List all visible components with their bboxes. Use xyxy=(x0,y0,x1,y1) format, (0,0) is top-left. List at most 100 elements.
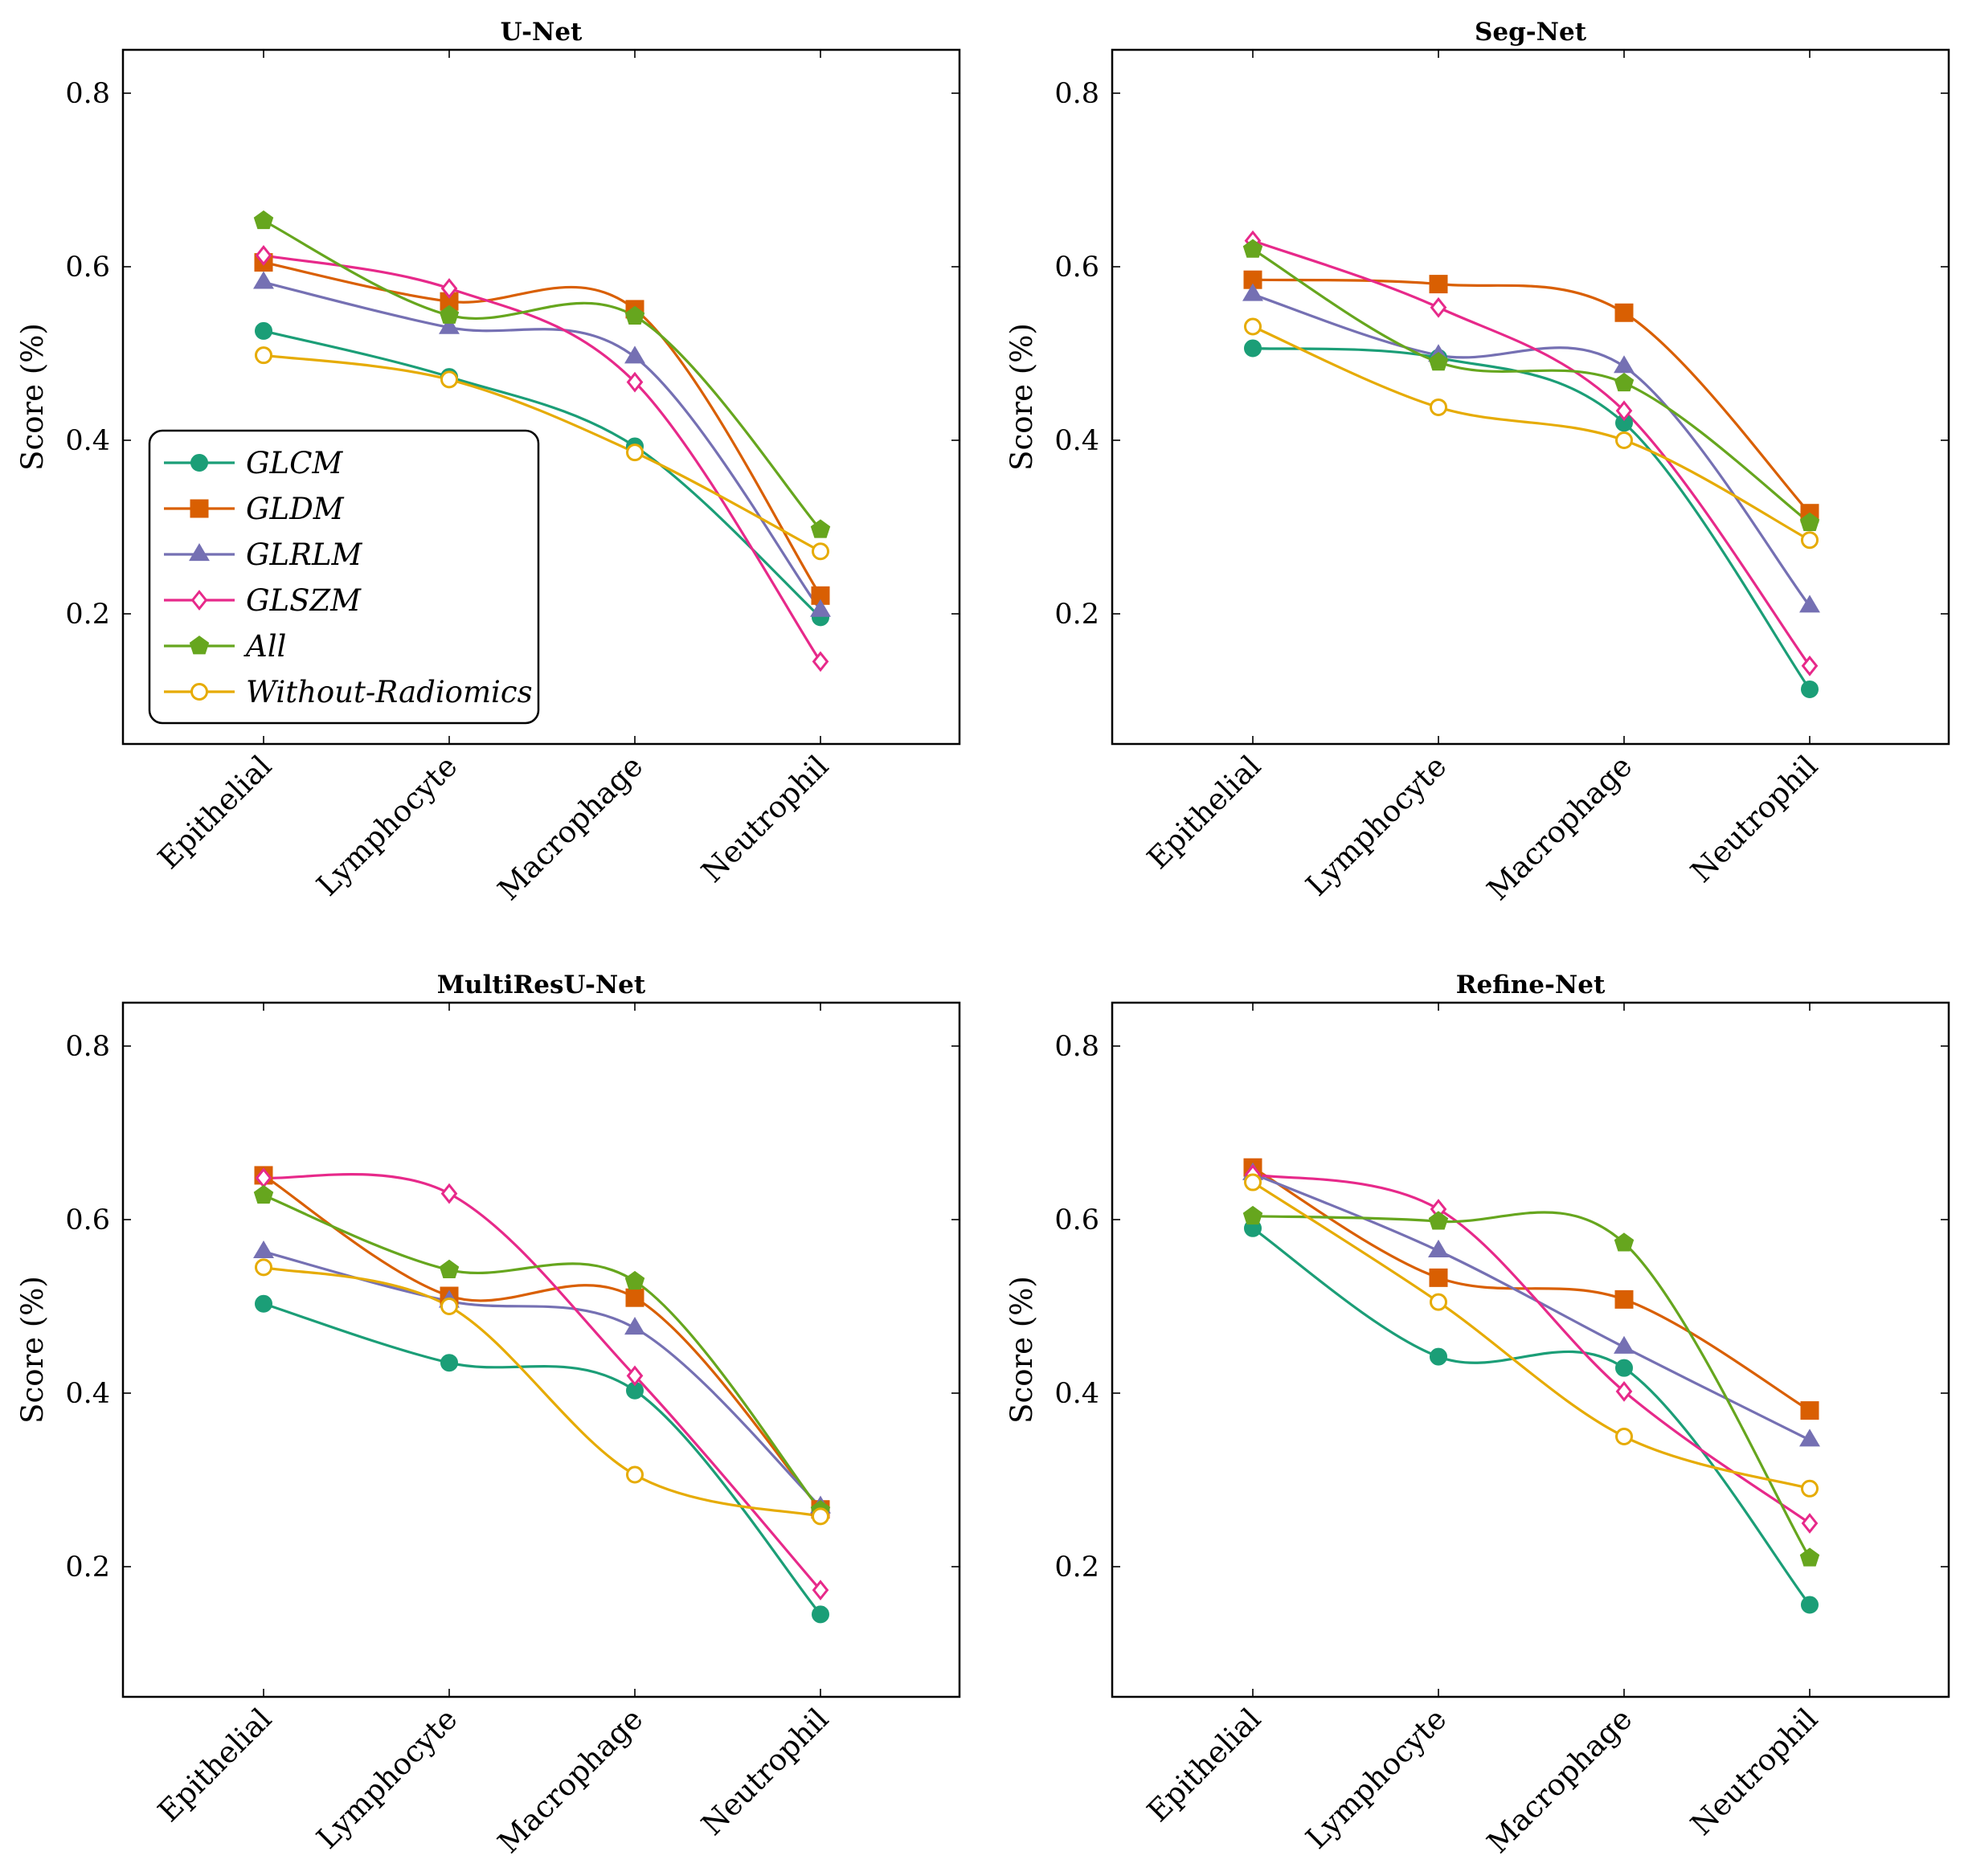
point-glcm-epithelial xyxy=(255,1294,272,1313)
y-tick-label: 0.4 xyxy=(1054,425,1099,457)
y-tick-label: 0.4 xyxy=(65,425,110,457)
panel-refine-net: Refine-Net 0.2 0.4 0.6 0.8 Epithelial Lymphocy… xyxy=(1005,971,1950,1860)
x-category-label-epithelial: Epithelial xyxy=(1140,749,1267,876)
series-line-all xyxy=(1252,1211,1811,1559)
legend-label-gldm: GLDM xyxy=(246,492,345,526)
series-line-all xyxy=(263,1194,822,1511)
point-glrlm-epithelial xyxy=(1242,283,1263,301)
series-line-glcm xyxy=(263,1302,822,1616)
series-line-glszm xyxy=(1252,1173,1811,1525)
point-all-neutrophil xyxy=(810,519,831,538)
point-glrlm-macrophage xyxy=(624,345,645,364)
point-without-radiomics-macrophage xyxy=(626,443,644,462)
y-tick-label: 0.2 xyxy=(65,1551,110,1584)
panel-seg-net: Seg-Net 0.2 0.4 0.6 0.8 Epithelial Lymphocyte M… xyxy=(1005,18,1950,907)
point-all-macrophage xyxy=(624,305,645,325)
y-axis-label: Score (%) xyxy=(1005,1276,1039,1424)
legend-marker-all xyxy=(189,636,210,655)
legend-marker-glrlm xyxy=(189,543,210,562)
series-line-gldm xyxy=(263,1174,822,1510)
legend-marker-gldm xyxy=(190,499,209,518)
point-gldm-lymphocyte xyxy=(1429,1268,1448,1287)
point-without-radiomics-epithelial xyxy=(1244,1173,1262,1191)
point-glcm-neutrophil xyxy=(812,1605,829,1624)
y-tick-label: 0.4 xyxy=(65,1378,110,1410)
y-tick-label: 0.6 xyxy=(1054,251,1099,284)
point-gldm-macrophage xyxy=(1614,303,1634,322)
plot-area-frame xyxy=(121,48,961,746)
point-glszm-neutrophil xyxy=(1801,1513,1819,1534)
point-glrlm-epithelial xyxy=(253,271,274,289)
series-line-glszm xyxy=(263,254,822,663)
point-glrlm-neutrophil xyxy=(810,599,831,617)
point-without-radiomics-lymphocyte xyxy=(1430,1293,1447,1311)
point-without-radiomics-neutrophil xyxy=(812,1507,829,1526)
point-all-epithelial xyxy=(253,210,274,230)
series-line-without-radiomics xyxy=(263,1265,821,1518)
point-all-macrophage xyxy=(624,1270,645,1290)
plot-area-frame xyxy=(1111,48,1950,746)
point-all-epithelial xyxy=(1242,239,1263,258)
y-axis-label: Score (%) xyxy=(15,323,50,471)
x-category-label-lymphocyte: Lymphocyte xyxy=(310,749,464,903)
legend-marker-glcm xyxy=(190,454,208,472)
point-glszm-macrophage xyxy=(1615,1380,1633,1402)
series-line-glrlm xyxy=(1252,293,1811,607)
y-tick-label: 0.2 xyxy=(1054,1551,1099,1584)
plot-area-frame xyxy=(121,1001,961,1698)
x-category-label-lymphocyte: Lymphocyte xyxy=(1299,749,1454,903)
legend-marker-without-radiomics xyxy=(190,683,208,701)
chart-title: Refine-Net xyxy=(1456,971,1606,999)
y-tick-label: 0.6 xyxy=(65,251,110,284)
series-line-gldm xyxy=(1252,278,1811,514)
legend-label-all: All xyxy=(243,629,286,664)
point-glszm-macrophage xyxy=(626,1365,644,1387)
legend-label-glcm: GLCM xyxy=(246,446,343,480)
point-without-radiomics-epithelial xyxy=(255,1258,272,1277)
chart-title: U-Net xyxy=(501,18,583,47)
panel-u-net: U-Net 0.2 0.4 0.6 0.8 Epithelial Lymphocyte Mac… xyxy=(15,18,961,907)
point-all-neutrophil xyxy=(1799,1547,1820,1567)
point-without-radiomics-macrophage xyxy=(1615,1428,1633,1445)
point-glszm-macrophage xyxy=(1615,400,1633,422)
x-category-label-epithelial: Epithelial xyxy=(1140,1702,1267,1829)
legend-label-glrlm: GLRLM xyxy=(246,537,363,572)
chart-title: Seg-Net xyxy=(1475,18,1587,47)
plot-area-frame xyxy=(1111,1001,1950,1698)
point-without-radiomics-neutrophil xyxy=(1801,531,1819,550)
point-without-radiomics-lymphocyte xyxy=(440,1298,458,1315)
point-gldm-lymphocyte xyxy=(1429,275,1448,294)
point-without-radiomics-macrophage xyxy=(626,1465,644,1484)
point-glrlm-macrophage xyxy=(1614,355,1635,374)
x-category-label-epithelial: Epithelial xyxy=(151,749,278,876)
point-all-epithelial xyxy=(253,1184,274,1204)
series-line-glszm xyxy=(1252,239,1811,667)
y-tick-label: 0.2 xyxy=(1054,599,1099,631)
x-category-label-epithelial: Epithelial xyxy=(151,1702,278,1829)
point-glrlm-lymphocyte xyxy=(1428,1239,1449,1257)
point-without-radiomics-neutrophil xyxy=(812,542,829,561)
series-line-glcm xyxy=(263,329,822,619)
series-line-without-radiomics xyxy=(1252,325,1811,542)
point-gldm-macrophage xyxy=(1614,1289,1634,1309)
point-glrlm-macrophage xyxy=(624,1317,645,1335)
series-line-glcm xyxy=(1252,1227,1811,1606)
legend: GLCM GLDM GLRLM GLSZM All Without-Radiomics xyxy=(148,429,540,725)
point-glszm-neutrophil xyxy=(812,1580,829,1601)
point-without-radiomics-epithelial xyxy=(255,346,272,365)
y-tick-label: 0.6 xyxy=(1054,1204,1099,1236)
x-category-label-macrophage: Macrophage xyxy=(1480,749,1639,907)
series-line-gldm xyxy=(263,261,822,597)
chart-title: MultiResU-Net xyxy=(437,971,646,999)
x-category-label-neutrophil: Neutrophil xyxy=(1684,1702,1825,1842)
point-all-lymphocyte xyxy=(439,304,460,324)
point-gldm-macrophage xyxy=(625,1288,644,1307)
y-axis-label: Score (%) xyxy=(15,1276,50,1424)
point-glrlm-epithelial xyxy=(253,1240,274,1259)
point-glrlm-macrophage xyxy=(1614,1335,1635,1354)
series-line-all xyxy=(263,219,822,531)
point-glszm-macrophage xyxy=(626,371,644,393)
series-line-glszm xyxy=(263,1173,822,1592)
point-glcm-neutrophil xyxy=(1801,680,1819,698)
